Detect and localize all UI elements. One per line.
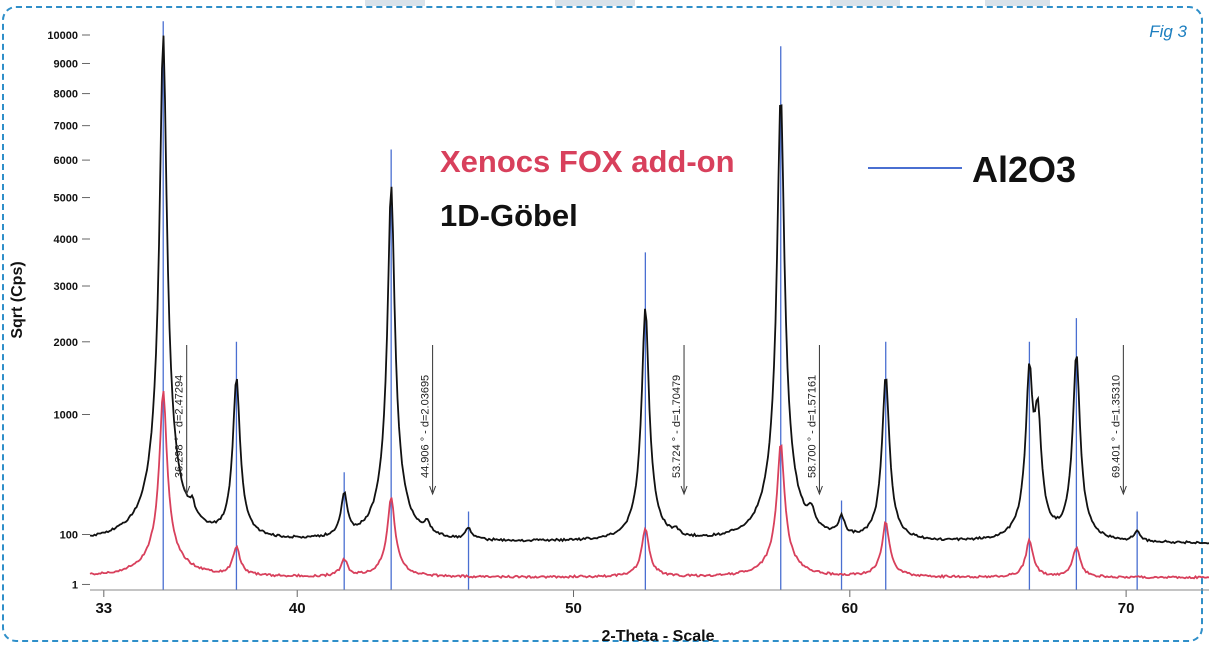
series-line-fox xyxy=(89,390,1209,580)
legend-entry-goebel: 1D-Göbel xyxy=(440,198,578,233)
peak-annotation: 44.906 ° - d=2.03695 xyxy=(420,345,437,496)
annotation-arrow xyxy=(1119,485,1127,496)
reference-lines xyxy=(162,21,1138,590)
y-tick-label: 9000 xyxy=(54,58,78,70)
y-tick-label: 4000 xyxy=(54,234,78,246)
annotation-label: 44.906 ° - d=2.03695 xyxy=(420,375,432,478)
y-tick-label: 3000 xyxy=(54,281,78,293)
peak-annotation: 53.724 ° - d=1.70479 xyxy=(671,345,688,496)
y-tick-label: 5000 xyxy=(54,193,78,205)
x-tick-label: 33 xyxy=(95,600,112,617)
y-tick-label: 6000 xyxy=(54,155,78,167)
y-axis-ticks: 1 100 1000 2000 3000 4000 5000 6000 7000 8000 9000… xyxy=(47,30,90,591)
x-tick-label: 70 xyxy=(1118,600,1135,617)
peak-annotation: 58.700 ° - d=1.57161 xyxy=(806,345,823,496)
peak-annotation: 36.298 ° - d=2.47294 xyxy=(174,345,191,496)
x-tick-label: 50 xyxy=(565,600,582,617)
series-line-goebel xyxy=(89,35,1209,545)
y-axis-label: Sqrt (Cps) xyxy=(9,261,26,338)
y-tick-label: 10000 xyxy=(47,30,78,42)
figure-label: Fig 3 xyxy=(1149,22,1187,41)
peak-annotation: 69.401 ° - d=1.35310 xyxy=(1110,345,1127,496)
figure-frame xyxy=(2,6,1203,642)
x-axis-label: 2-Theta - Scale xyxy=(602,628,715,645)
annotation-arrow xyxy=(429,485,437,496)
annotation-label: 53.724 ° - d=1.70479 xyxy=(671,375,683,478)
annotation-arrow xyxy=(815,485,823,496)
series-lines xyxy=(89,35,1209,580)
annotation-label: 69.401 ° - d=1.35310 xyxy=(1110,375,1122,478)
legend-entry-al2o3: Al2O3 xyxy=(972,149,1076,190)
y-tick-label: 7000 xyxy=(54,121,78,133)
y-tick-label: 1000 xyxy=(54,409,78,421)
annotation-arrow xyxy=(183,485,191,496)
y-tick-label: 1 xyxy=(72,579,78,591)
x-axis-ticks: 33 40 50 60 70 xyxy=(95,590,1134,617)
annotation-arrow xyxy=(680,485,688,496)
legend-entry-fox: Xenocs FOX add-on xyxy=(440,144,735,179)
peak-annotations: 36.298 ° - d=2.47294 44.906 ° - d=2.03695… xyxy=(174,345,1127,496)
x-tick-label: 60 xyxy=(841,600,858,617)
annotation-label: 36.298 ° - d=2.47294 xyxy=(174,375,186,478)
y-tick-label: 2000 xyxy=(54,337,78,349)
y-tick-label: 8000 xyxy=(54,89,78,101)
y-tick-label: 100 xyxy=(60,530,78,542)
x-tick-label: 40 xyxy=(289,600,306,617)
annotation-label: 58.700 ° - d=1.57161 xyxy=(806,375,818,478)
